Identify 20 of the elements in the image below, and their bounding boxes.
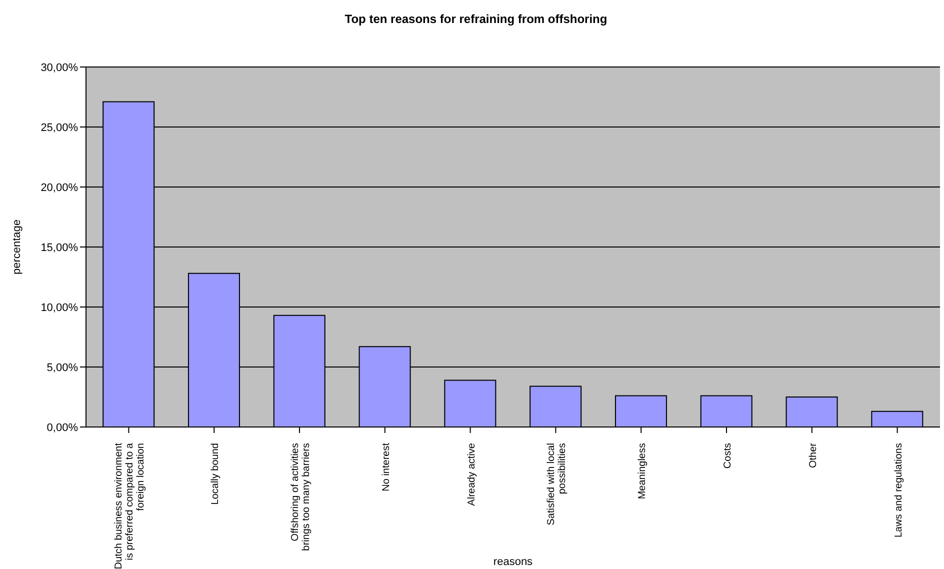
x-tick-label: Costs [722, 443, 734, 469]
x-tick-label: Locally bound [210, 443, 222, 505]
chart-title: Top ten reasons for refraining from offshoring [344, 11, 608, 26]
x-tick-label: Other [808, 442, 819, 468]
x-tick-label: Satisfied with local possibilities [546, 443, 568, 526]
y-tick-label: 20,00% [40, 182, 78, 194]
y-tick-label: 30,00% [40, 62, 78, 74]
y-tick-label: 25,00% [40, 122, 78, 134]
y-tick-label: 15,00% [40, 242, 78, 254]
x-tick-label: Meaningless [637, 443, 648, 500]
y-tick-label: 0,00% [46, 422, 78, 434]
x-tick-label: Offshoring of activities brings too many barriers [290, 443, 312, 551]
x-tick-label: Already active [466, 442, 478, 506]
x-axis-title: reasons [493, 556, 534, 568]
x-tick-label: Dutch business environment is preferred compared to a foreign location [114, 442, 147, 569]
x-tick-label: Laws and regulations [893, 443, 904, 538]
x-tick-label: No interest [380, 442, 392, 492]
y-axis-title: percentage [10, 219, 23, 275]
y-tick-label: 5,00% [46, 362, 78, 374]
y-tick-label: 10,00% [40, 302, 78, 314]
